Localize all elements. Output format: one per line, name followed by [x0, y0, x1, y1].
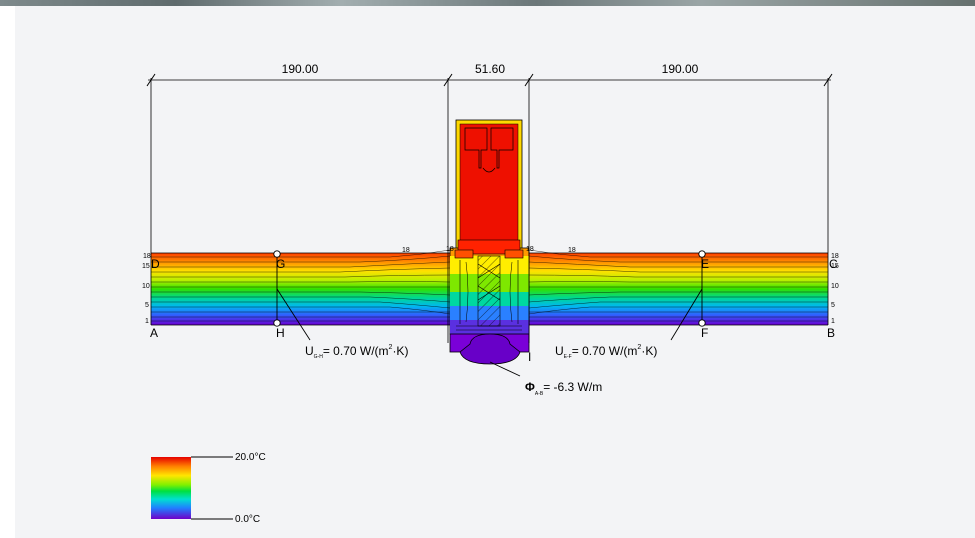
- isotherm-tick-top: 18: [568, 247, 576, 254]
- isotherm-tick-right: 10: [831, 283, 839, 290]
- isotherm-tick-right: 18: [831, 253, 839, 260]
- wall-band-left: [151, 253, 450, 325]
- isotherm-tick-top: 18: [526, 246, 534, 253]
- point-i: I: [528, 350, 531, 364]
- isotherm-tick-left: 18: [143, 253, 151, 260]
- point-h: H: [276, 326, 285, 340]
- isotherm-tick-right: 1: [831, 318, 835, 325]
- temperature-legend-bar: [151, 457, 191, 519]
- point-g: G: [276, 257, 285, 271]
- u-value-gh: UG-H= 0.70 W/(m2·K): [305, 344, 408, 360]
- dimension-left: 190.00: [282, 62, 319, 76]
- legend-min-label: 0.0°C: [235, 514, 260, 525]
- isotherm-tick-top: 18: [402, 247, 410, 254]
- point-b: B: [827, 326, 835, 340]
- dimension-right: 190.00: [662, 62, 699, 76]
- isotherm-tick-right: 5: [831, 302, 835, 309]
- isotherm-tick-left: 1: [145, 318, 149, 325]
- dimension-ticks: [146, 73, 833, 87]
- isotherm-tick-right: 15: [831, 263, 839, 270]
- legend-max-label: 20.0°C: [235, 452, 266, 463]
- dimension-center: 51.60: [475, 62, 505, 76]
- point-e: E: [701, 257, 709, 271]
- point-a: A: [150, 326, 158, 340]
- point-d: D: [151, 257, 160, 271]
- dimension-extension-lines: [148, 78, 831, 343]
- isotherm-tick-top: 18: [446, 246, 454, 253]
- isotherm-tick-left: 15: [142, 263, 150, 270]
- wall-band-right: [529, 253, 828, 325]
- section-lines: [276, 254, 703, 377]
- photo-strip: [0, 0, 975, 6]
- mullion-profile: [449, 119, 530, 365]
- section-markers: [273, 250, 706, 327]
- point-f: F: [701, 326, 708, 340]
- u-value-ef: UE-F= 0.70 W/(m2·K): [555, 344, 657, 360]
- isotherm-tick-left: 10: [142, 283, 150, 290]
- isotherm-tick-left: 5: [145, 302, 149, 309]
- heat-flow-phi: ΦA-B= -6.3 W/m: [525, 380, 602, 397]
- point-c: C: [829, 257, 838, 271]
- isotherm-lines: [151, 249, 828, 322]
